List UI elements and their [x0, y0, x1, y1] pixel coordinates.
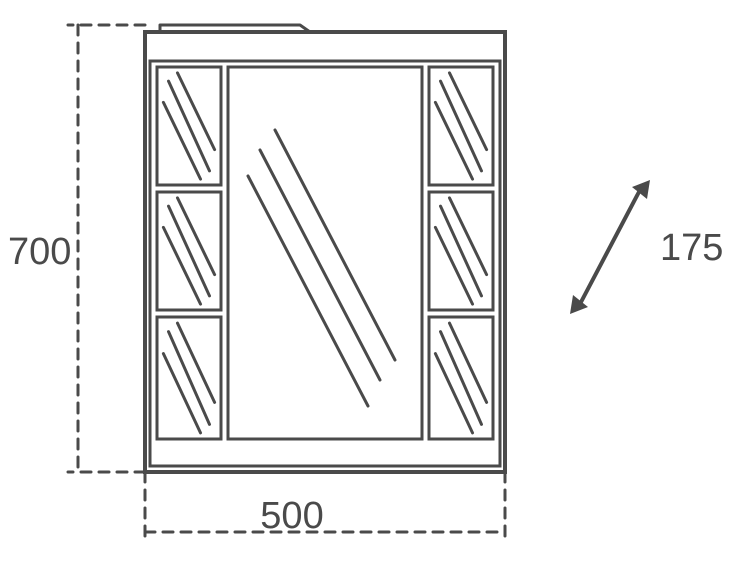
dimension-depth-label: 175	[660, 227, 723, 269]
cabinet-outer	[145, 32, 505, 472]
cabinet-dimension-diagram: 700 500 175	[0, 0, 749, 567]
dimension-height-label: 700	[8, 231, 71, 273]
dimension-width-label: 500	[260, 495, 323, 537]
dimension-depth: 175	[570, 180, 723, 314]
dimension-height: 700	[8, 25, 145, 472]
dimension-width: 500	[145, 472, 505, 543]
